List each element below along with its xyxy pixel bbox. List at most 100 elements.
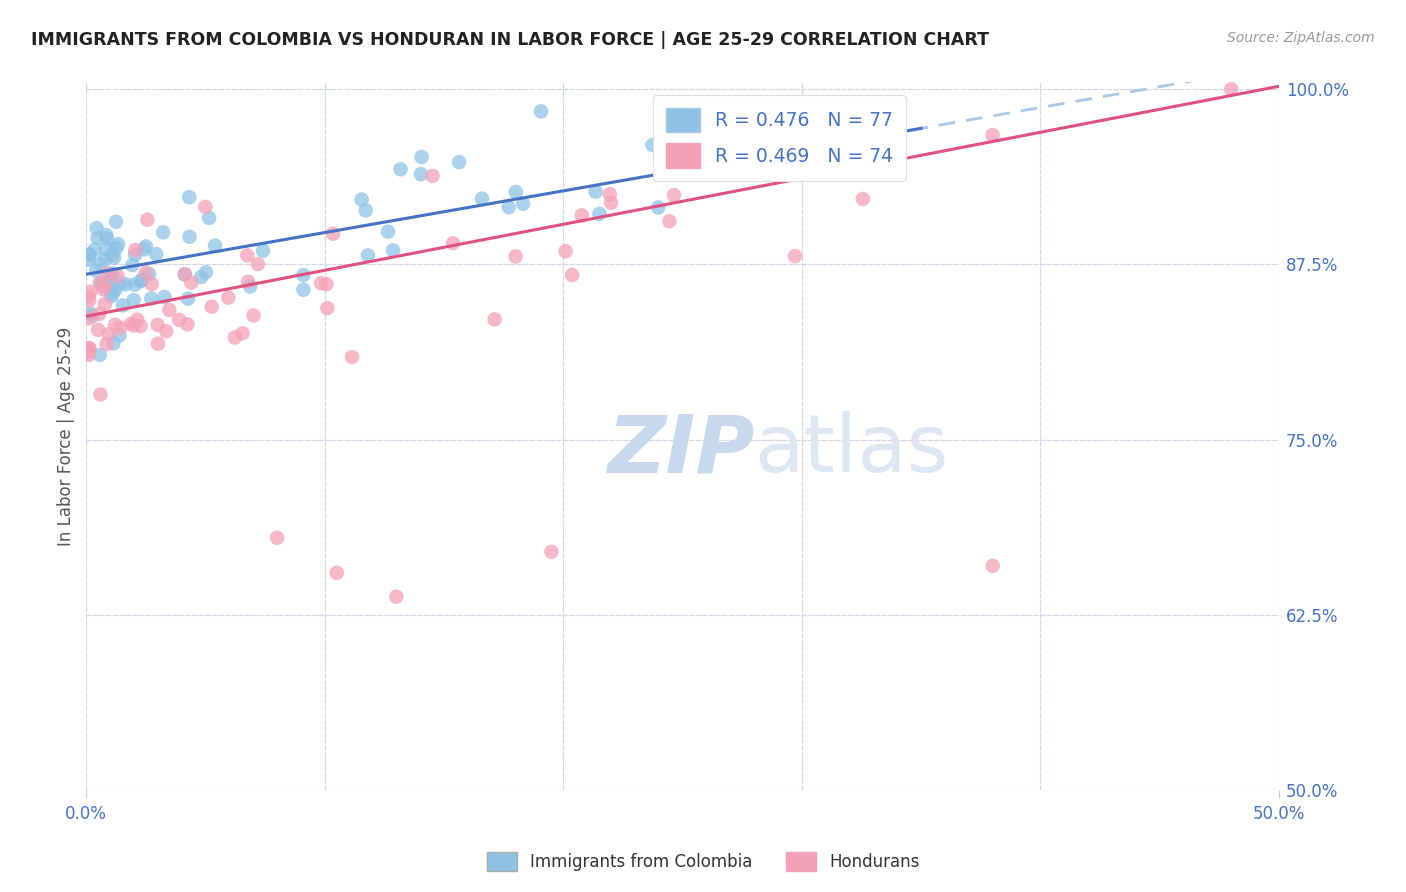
Text: IMMIGRANTS FROM COLOMBIA VS HONDURAN IN LABOR FORCE | AGE 25-29 CORRELATION CHAR: IMMIGRANTS FROM COLOMBIA VS HONDURAN IN …	[31, 31, 988, 49]
Point	[350, 193, 373, 207]
Point	[134, 242, 156, 256]
Point	[177, 292, 200, 306]
Legend: Immigrants from Colombia, Hondurans: Immigrants from Colombia, Hondurans	[478, 843, 928, 880]
Point	[204, 238, 226, 252]
Point	[173, 268, 195, 282]
Point	[98, 271, 121, 285]
Point	[79, 247, 101, 261]
Point	[236, 248, 259, 262]
Point	[157, 303, 180, 318]
Point	[96, 266, 118, 280]
Y-axis label: In Labor Force | Age 25-29: In Labor Force | Age 25-29	[58, 326, 75, 546]
Point	[167, 313, 190, 327]
Point	[89, 387, 111, 401]
Point	[194, 200, 217, 214]
Point	[101, 286, 124, 301]
Point	[180, 276, 202, 290]
Point	[377, 225, 399, 239]
Point	[94, 252, 117, 267]
Point	[94, 279, 117, 293]
Point	[357, 248, 380, 262]
Point	[852, 192, 875, 206]
Point	[505, 250, 527, 264]
Point	[122, 293, 145, 307]
Point	[731, 127, 754, 141]
Point	[239, 279, 262, 293]
Point	[129, 274, 152, 288]
Point	[385, 590, 408, 604]
Point	[96, 231, 118, 245]
Point	[101, 248, 124, 262]
Point	[89, 348, 111, 362]
Point	[325, 566, 347, 580]
Point	[179, 229, 201, 244]
Point	[77, 341, 100, 355]
Point	[141, 277, 163, 291]
Point	[104, 283, 127, 297]
Point	[146, 336, 169, 351]
Text: Source: ZipAtlas.com: Source: ZipAtlas.com	[1227, 31, 1375, 45]
Point	[124, 248, 146, 262]
Point	[224, 330, 246, 344]
Point	[79, 341, 101, 355]
Point	[135, 266, 157, 280]
Point	[266, 531, 288, 545]
Point	[108, 328, 131, 343]
Point	[91, 282, 114, 296]
Point	[441, 236, 464, 251]
Point	[246, 257, 269, 271]
Point	[77, 348, 100, 362]
Point	[236, 275, 259, 289]
Point	[83, 243, 105, 257]
Point	[86, 231, 108, 245]
Point	[846, 146, 869, 161]
Point	[96, 337, 118, 351]
Point	[146, 318, 169, 332]
Point	[252, 244, 274, 258]
Point	[77, 248, 100, 262]
Point	[232, 326, 254, 341]
Point	[382, 244, 405, 258]
Point	[105, 215, 128, 229]
Point	[981, 128, 1004, 142]
Point	[662, 188, 685, 202]
Point	[121, 258, 143, 272]
Point	[77, 344, 100, 359]
Point	[107, 268, 129, 283]
Point	[96, 228, 118, 243]
Point	[198, 211, 221, 225]
Point	[315, 277, 337, 292]
Point	[155, 324, 177, 338]
Point	[90, 277, 112, 291]
Point	[585, 185, 607, 199]
Point	[647, 201, 669, 215]
Point	[340, 350, 363, 364]
Point	[540, 545, 562, 559]
Point	[94, 297, 117, 311]
Point	[89, 256, 111, 270]
Legend: R = 0.476   N = 77, R = 0.469   N = 74: R = 0.476 N = 77, R = 0.469 N = 74	[652, 95, 905, 181]
Point	[79, 307, 101, 321]
Point	[641, 138, 664, 153]
Point	[122, 318, 145, 333]
Point	[136, 212, 159, 227]
Point	[505, 185, 527, 199]
Point	[389, 162, 412, 177]
Point	[131, 273, 153, 287]
Point	[103, 336, 125, 351]
Point	[120, 317, 142, 331]
Point	[82, 309, 104, 323]
Point	[124, 243, 146, 257]
Point	[101, 266, 124, 280]
Point	[530, 104, 553, 119]
Point	[292, 268, 315, 282]
Point	[981, 558, 1004, 573]
Point	[422, 169, 444, 183]
Point	[409, 167, 432, 181]
Point	[498, 200, 520, 214]
Point	[77, 252, 100, 267]
Point	[309, 277, 332, 291]
Point	[484, 312, 506, 326]
Point	[783, 249, 806, 263]
Point	[77, 290, 100, 304]
